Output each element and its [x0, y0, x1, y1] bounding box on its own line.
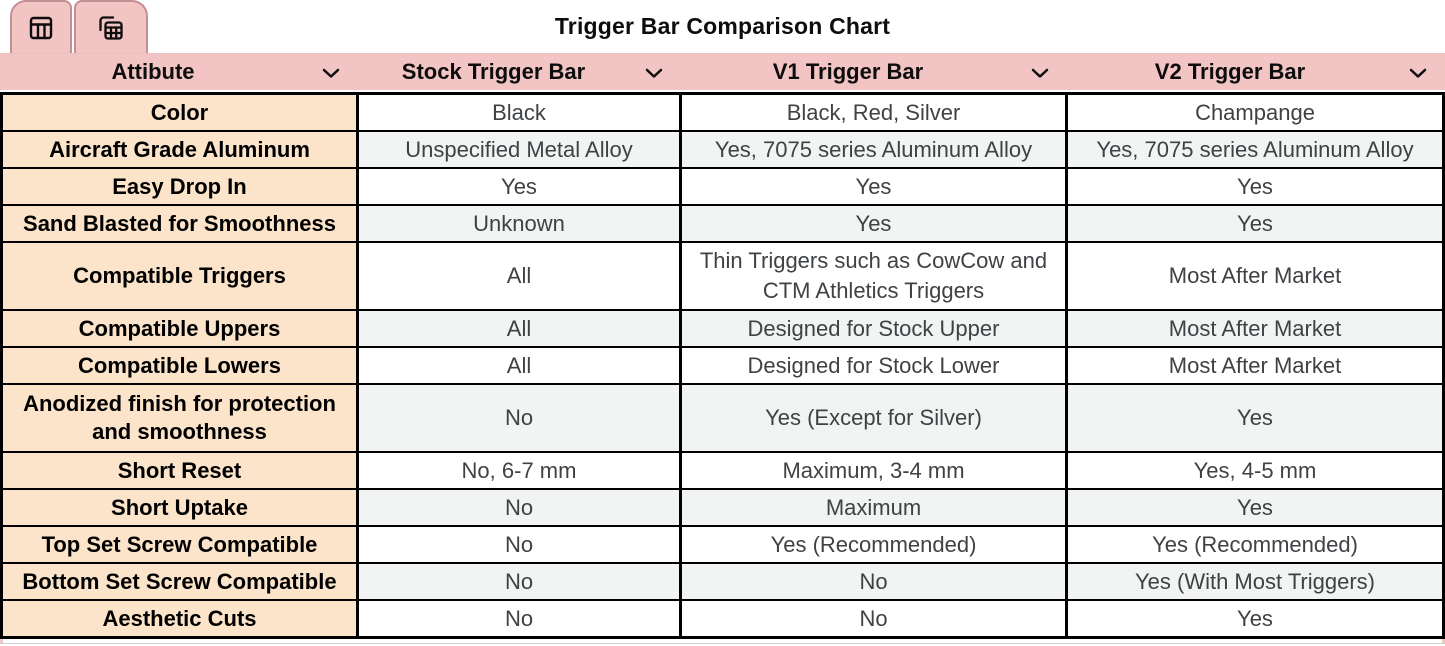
value-cell-stock[interactable]: Unspecified Metal Alloy: [359, 132, 679, 167]
value-cell-v1[interactable]: No: [682, 564, 1065, 599]
value-cell-v2[interactable]: Champange: [1068, 95, 1442, 130]
bottom-edge: [0, 639, 1445, 644]
layered-table-icon: [96, 13, 126, 43]
attribute-cell[interactable]: Bottom Set Screw Compatible: [3, 564, 356, 599]
column-header-row: Attibute Stock Trigger Bar V1 Trigger Ba…: [0, 53, 1445, 90]
value-cell-v2[interactable]: Yes: [1068, 601, 1442, 636]
value-cell-stock[interactable]: No: [359, 385, 679, 451]
column-header-v2-trigger-bar[interactable]: V2 Trigger Bar: [1067, 54, 1445, 90]
tab-table-view[interactable]: [10, 0, 72, 53]
value-cell-v1[interactable]: Yes: [682, 206, 1065, 241]
header-gap: [0, 90, 1445, 92]
value-cell-v2[interactable]: Yes (Recommended): [1068, 527, 1442, 562]
value-cell-v2[interactable]: Yes: [1068, 385, 1442, 451]
table-icon: [27, 14, 55, 42]
value-cell-v1[interactable]: Maximum, 3-4 mm: [682, 453, 1065, 488]
chevron-down-icon[interactable]: [322, 59, 340, 85]
value-cell-v1[interactable]: Yes (Except for Silver): [682, 385, 1065, 451]
value-cell-stock[interactable]: No: [359, 601, 679, 636]
value-cell-v1[interactable]: Yes (Recommended): [682, 527, 1065, 562]
attribute-cell[interactable]: Compatible Lowers: [3, 348, 356, 383]
value-cell-v2[interactable]: Yes, 7075 series Aluminum Alloy: [1068, 132, 1442, 167]
attribute-cell[interactable]: Sand Blasted for Smoothness: [3, 206, 356, 241]
attribute-cell[interactable]: Short Reset: [3, 453, 356, 488]
value-cell-stock[interactable]: Black: [359, 95, 679, 130]
value-cell-v1[interactable]: Black, Red, Silver: [682, 95, 1065, 130]
value-cell-stock[interactable]: Yes: [359, 169, 679, 204]
value-cell-stock[interactable]: No: [359, 527, 679, 562]
topbar: Trigger Bar Comparison Chart: [0, 0, 1445, 53]
value-cell-v2[interactable]: Most After Market: [1068, 243, 1442, 309]
attribute-cell[interactable]: Aesthetic Cuts: [3, 601, 356, 636]
attribute-cell[interactable]: Short Uptake: [3, 490, 356, 525]
attribute-cell[interactable]: Aircraft Grade Aluminum: [3, 132, 356, 167]
column-header-v1-trigger-bar[interactable]: V1 Trigger Bar: [681, 54, 1067, 90]
value-cell-v2[interactable]: Yes: [1068, 169, 1442, 204]
value-cell-v2[interactable]: Most After Market: [1068, 311, 1442, 346]
value-cell-v1[interactable]: Thin Triggers such as CowCow and CTM Ath…: [682, 243, 1065, 309]
value-cell-v2[interactable]: Most After Market: [1068, 348, 1442, 383]
value-cell-v2[interactable]: Yes (With Most Triggers): [1068, 564, 1442, 599]
attribute-cell[interactable]: Compatible Uppers: [3, 311, 356, 346]
attribute-cell[interactable]: Color: [3, 95, 356, 130]
column-header-attibute[interactable]: Attibute: [0, 54, 358, 90]
value-cell-v2[interactable]: Yes, 4-5 mm: [1068, 453, 1442, 488]
chevron-down-icon[interactable]: [1031, 59, 1049, 85]
column-header-label: V1 Trigger Bar: [772, 59, 924, 84]
comparison-table: Color Black Black, Red, Silver Champange…: [0, 92, 1445, 639]
chevron-down-icon[interactable]: [645, 59, 663, 85]
attribute-cell[interactable]: Easy Drop In: [3, 169, 356, 204]
attribute-cell[interactable]: Anodized finish for protection and smoot…: [3, 385, 356, 451]
chevron-down-icon[interactable]: [1409, 59, 1427, 85]
page-title: Trigger Bar Comparison Chart: [554, 13, 891, 39]
column-header-label: Stock Trigger Bar: [401, 59, 586, 84]
value-cell-stock[interactable]: No: [359, 490, 679, 525]
value-cell-v2[interactable]: Yes: [1068, 206, 1442, 241]
attribute-cell[interactable]: Top Set Screw Compatible: [3, 527, 356, 562]
value-cell-stock[interactable]: No: [359, 564, 679, 599]
tab-layered-table-view[interactable]: [74, 0, 148, 53]
value-cell-stock[interactable]: All: [359, 311, 679, 346]
value-cell-v1[interactable]: Designed for Stock Lower: [682, 348, 1065, 383]
value-cell-stock[interactable]: All: [359, 348, 679, 383]
value-cell-stock[interactable]: No, 6-7 mm: [359, 453, 679, 488]
value-cell-stock[interactable]: Unknown: [359, 206, 679, 241]
value-cell-v1[interactable]: Maximum: [682, 490, 1065, 525]
value-cell-v1[interactable]: Designed for Stock Upper: [682, 311, 1065, 346]
view-tabs: [10, 0, 148, 53]
column-header-stock-trigger-bar[interactable]: Stock Trigger Bar: [358, 54, 681, 90]
value-cell-v2[interactable]: Yes: [1068, 490, 1442, 525]
column-header-label: V2 Trigger Bar: [1154, 59, 1306, 84]
value-cell-v1[interactable]: Yes: [682, 169, 1065, 204]
attribute-cell[interactable]: Compatible Triggers: [3, 243, 356, 309]
value-cell-stock[interactable]: All: [359, 243, 679, 309]
column-header-label: Attibute: [111, 59, 195, 84]
value-cell-v1[interactable]: Yes, 7075 series Aluminum Alloy: [682, 132, 1065, 167]
value-cell-v1[interactable]: No: [682, 601, 1065, 636]
